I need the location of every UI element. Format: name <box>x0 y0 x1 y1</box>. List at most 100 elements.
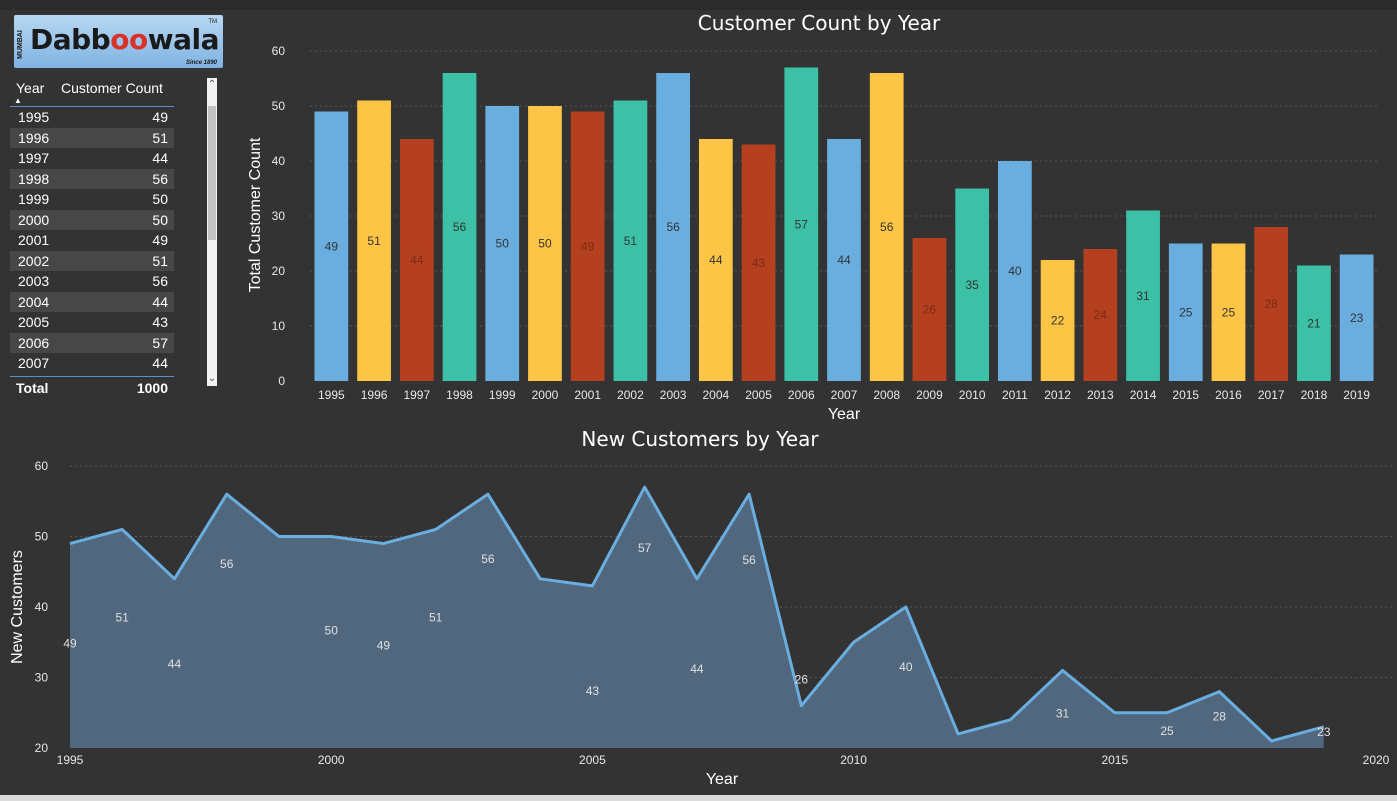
area-data-label: 26 <box>795 673 809 687</box>
bar[interactable] <box>613 100 648 382</box>
sort-ascending-icon[interactable]: ▲ <box>14 96 22 105</box>
cell-customer-count: 44 <box>152 293 168 310</box>
bar[interactable] <box>869 73 904 381</box>
bar[interactable] <box>399 139 434 381</box>
area-x-tick-label: 2005 <box>579 753 606 767</box>
table-row[interactable]: 1997 44 <box>10 148 174 169</box>
area-data-label: 56 <box>220 557 234 571</box>
bar-x-tick-label: 2015 <box>1172 388 1199 402</box>
bar-data-label: 56 <box>666 220 680 234</box>
table-row[interactable]: 1999 50 <box>10 189 174 210</box>
bar[interactable] <box>314 111 349 382</box>
bar[interactable] <box>528 106 562 381</box>
bar[interactable] <box>1126 210 1160 382</box>
scroll-down-icon[interactable]: ⌄ <box>207 373 217 384</box>
cell-customer-count: 56 <box>152 273 168 289</box>
table-row[interactable]: 1995 49 <box>10 107 174 128</box>
bar-x-tick-label: 2017 <box>1258 388 1285 402</box>
bar[interactable] <box>442 73 477 381</box>
area-x-tick-label: 2020 <box>1363 753 1390 767</box>
bar-chart-y-axis-label: Total Customer Count <box>247 137 264 292</box>
cell-customer-count: 44 <box>152 355 168 371</box>
area-data-label: 51 <box>116 610 130 624</box>
bar[interactable] <box>698 139 733 381</box>
bar-data-label: 56 <box>453 220 467 234</box>
cell-customer-count: 49 <box>152 109 168 125</box>
bar[interactable] <box>357 100 391 382</box>
area-data-label: 49 <box>63 637 77 651</box>
bar-data-label: 50 <box>496 237 510 251</box>
bar[interactable] <box>656 73 690 381</box>
area-data-label: 50 <box>325 624 339 638</box>
bar-data-label: 50 <box>538 237 552 251</box>
table-row[interactable]: 2004 44 <box>10 291 174 312</box>
table-row[interactable]: 2000 50 <box>10 209 174 230</box>
cell-year: 2004 <box>18 293 50 310</box>
scroll-thumb[interactable] <box>208 106 216 240</box>
area-x-tick-label: 2015 <box>1101 753 1128 767</box>
table-row[interactable]: 2001 49 <box>10 230 174 251</box>
table-row[interactable]: 2002 51 <box>10 250 174 271</box>
area-data-label: 23 <box>1317 725 1331 739</box>
cell-year: 2001 <box>18 232 50 248</box>
bar[interactable] <box>955 188 990 382</box>
bar[interactable] <box>827 139 861 381</box>
cell-year: 2007 <box>18 355 50 371</box>
bar-data-label: 49 <box>581 239 595 253</box>
bar-data-label: 24 <box>1094 308 1108 322</box>
table-row[interactable]: 2003 56 <box>10 271 174 292</box>
cell-year: 2005 <box>18 314 50 330</box>
bar-data-label: 23 <box>1350 311 1364 325</box>
area-line[interactable] <box>69 485 1325 743</box>
bar-x-tick-label: 2008 <box>873 388 900 402</box>
cell-customer-count: 49 <box>152 232 168 248</box>
cell-customer-count: 51 <box>152 129 168 146</box>
bar[interactable] <box>485 106 520 381</box>
table-row[interactable]: 1996 51 <box>10 127 174 148</box>
bar[interactable] <box>1254 227 1289 381</box>
column-header-year[interactable]: Year <box>16 80 45 96</box>
bar-y-tick-label: 30 <box>272 209 286 223</box>
area-data-label: 57 <box>638 541 652 555</box>
table-row[interactable]: 2006 57 <box>10 332 174 353</box>
dabbawala-logo: Dabboowala MUMBAI TM Since 1890 <box>14 15 223 68</box>
bar[interactable] <box>570 111 605 382</box>
bar-data-label: 22 <box>1051 314 1065 328</box>
bar[interactable] <box>1211 243 1246 382</box>
bar[interactable] <box>998 161 1032 381</box>
bar-x-tick-label: 2001 <box>574 388 601 402</box>
logo-wordmark: Dabboowala <box>30 23 220 56</box>
bar-x-tick-label: 2019 <box>1343 388 1370 402</box>
cell-year: 2002 <box>18 252 50 269</box>
area-data-label: 51 <box>429 610 443 624</box>
area-data-label: 43 <box>586 684 600 698</box>
bar-data-label: 28 <box>1265 297 1279 311</box>
bar-x-tick-label: 2006 <box>788 388 815 402</box>
column-header-customer-count[interactable]: Customer Count <box>61 80 163 96</box>
cell-year: 1998 <box>18 170 50 187</box>
area-chart-y-axis-label: New Customers <box>9 550 26 664</box>
bar[interactable] <box>784 67 819 382</box>
bar-x-tick-label: 2004 <box>702 388 729 402</box>
bar[interactable] <box>741 144 776 382</box>
bar-x-tick-label: 1997 <box>403 388 430 402</box>
area-chart-title: New Customers by Year <box>581 427 819 451</box>
bar[interactable] <box>1168 243 1203 382</box>
bar-x-tick-label: 1995 <box>318 388 345 402</box>
bar-data-label: 44 <box>837 253 851 267</box>
cell-year: 2006 <box>18 334 50 351</box>
bar[interactable] <box>1297 265 1331 382</box>
table-scrollbar[interactable]: ⌃ ⌄ <box>207 78 217 386</box>
bar[interactable] <box>1040 260 1075 381</box>
logo-since-text: Since 1890 <box>185 60 217 66</box>
table-row[interactable]: 1998 56 <box>10 168 174 189</box>
bar-x-tick-label: 2007 <box>831 388 858 402</box>
bar[interactable] <box>1339 254 1374 382</box>
table-row[interactable]: 2007 44 <box>10 353 174 374</box>
bar-y-tick-label: 60 <box>272 44 286 58</box>
table-header: Year ▲ Customer Count <box>10 76 174 107</box>
table-row[interactable]: 2005 43 <box>10 312 174 333</box>
bar[interactable] <box>912 238 947 381</box>
scroll-up-icon[interactable]: ⌃ <box>207 79 217 90</box>
bar[interactable] <box>1083 249 1118 381</box>
